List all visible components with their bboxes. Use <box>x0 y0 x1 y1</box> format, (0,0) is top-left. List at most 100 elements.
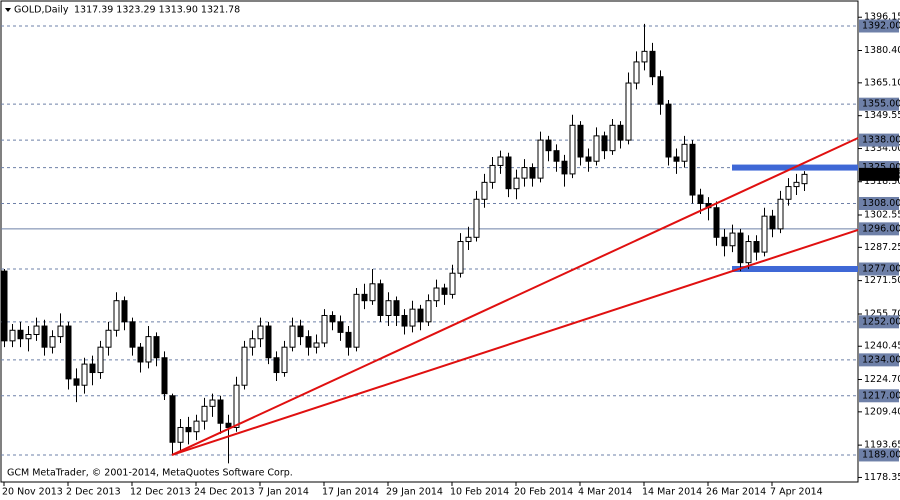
candle-body <box>25 334 32 340</box>
candle-body <box>537 139 544 179</box>
candle-body <box>337 321 344 333</box>
x-tick-label: 10 Feb 2014 <box>450 487 509 498</box>
candle-body <box>465 236 472 243</box>
candle-body <box>729 232 736 247</box>
candle-body <box>417 308 424 323</box>
candle-body <box>737 232 744 264</box>
y-tick-label: 1287.25 <box>864 242 900 253</box>
y-tick-label: 1396.15 <box>864 12 900 23</box>
menu-arrow[interactable] <box>5 8 11 12</box>
footer: GCM MetaTrader, © 2001-2014, MetaQuotes … <box>7 468 293 479</box>
candle-body <box>681 143 688 162</box>
candle-body <box>769 215 776 230</box>
candle-body <box>473 198 480 238</box>
candle-body <box>689 143 696 196</box>
last-price-label: 1321.78 <box>862 169 900 180</box>
level-label-box <box>859 315 899 329</box>
candle-body <box>785 186 792 200</box>
candle-body <box>233 384 240 428</box>
level-label: 1252.00 <box>862 316 900 327</box>
x-tick-label: 24 Dec 2013 <box>194 487 255 498</box>
candle-body <box>313 342 320 348</box>
candle-body <box>97 346 104 374</box>
x-tick-label: 20 Nov 2013 <box>2 487 63 498</box>
candle-body <box>305 336 312 348</box>
candle-body <box>1 270 8 342</box>
candle-body <box>761 215 768 253</box>
level-label: 1296.00 <box>862 223 900 234</box>
x-tick-label: 7 Apr 2014 <box>770 487 823 498</box>
candle-body <box>161 357 168 395</box>
candle-body <box>385 300 392 316</box>
candle-body <box>393 300 400 316</box>
y-tick-label: 1178.35 <box>864 472 900 483</box>
candle-body <box>609 124 616 152</box>
candle-body <box>617 124 624 141</box>
candle-body <box>545 139 552 152</box>
level-label: 1355.00 <box>862 99 900 110</box>
candle-body <box>345 331 352 348</box>
level-label-box <box>859 353 899 367</box>
candle-body <box>57 325 64 338</box>
trendline <box>171 228 859 456</box>
x-tick-label: 26 Mar 2014 <box>706 487 766 498</box>
candle-body <box>249 338 256 348</box>
y-tick-label: 1380.40 <box>864 45 900 56</box>
x-tick-label: 7 Jan 2014 <box>258 487 309 498</box>
trendline <box>171 137 859 456</box>
candle-body <box>441 287 448 295</box>
candle-body <box>33 325 40 336</box>
candle-body <box>329 314 336 323</box>
candle-body <box>73 378 80 386</box>
candle-body <box>513 177 520 190</box>
x-tick-label: 14 Mar 2014 <box>642 487 702 498</box>
candle-body <box>321 314 328 344</box>
y-tick-label: 1271.50 <box>864 275 900 286</box>
y-tick-label: 1240.45 <box>864 341 900 352</box>
level-label: 1308.00 <box>862 198 900 209</box>
candle-body <box>105 329 112 348</box>
candle-body <box>657 76 664 105</box>
candle-body <box>481 181 488 200</box>
candle-body <box>377 283 384 316</box>
candle-body <box>281 346 288 374</box>
x-tick-label: 12 Dec 2013 <box>130 487 191 498</box>
level-label-box <box>859 262 899 276</box>
candle-body <box>449 272 456 295</box>
candle-body <box>801 173 808 185</box>
candle-body <box>713 207 720 238</box>
x-tick-label: 2 Dec 2013 <box>66 487 121 498</box>
candle-body <box>753 241 760 253</box>
candle-body <box>649 50 656 78</box>
candle-body <box>633 61 640 84</box>
candle-body <box>521 167 528 179</box>
candle-body <box>41 325 48 348</box>
level-label: 1234.00 <box>862 354 900 365</box>
level-label-box <box>859 222 899 236</box>
candle-body <box>433 287 440 302</box>
level-label: 1189.00 <box>862 449 900 460</box>
candle-body <box>81 363 88 386</box>
candle-body <box>409 308 416 327</box>
candle-body <box>193 420 200 433</box>
y-tick-label: 1209.40 <box>864 406 900 417</box>
candle-body <box>129 321 136 348</box>
candle-body <box>489 164 496 183</box>
candle-body <box>601 135 608 152</box>
candle-body <box>745 241 752 264</box>
candle-body <box>585 156 592 162</box>
candle-body <box>505 156 512 190</box>
x-tick-label: 4 Mar 2014 <box>578 487 632 498</box>
candle-body <box>257 325 264 340</box>
chart-title: GOLD,Daily <box>14 5 69 16</box>
candle-body <box>49 336 56 348</box>
plot-frame <box>0 0 859 483</box>
level-label-box <box>859 133 899 147</box>
candle-body <box>641 50 648 63</box>
candle-body <box>209 399 216 407</box>
candle-body <box>273 357 280 374</box>
candle-body <box>721 236 728 247</box>
candle-body <box>697 194 704 204</box>
candle-body <box>121 300 128 323</box>
